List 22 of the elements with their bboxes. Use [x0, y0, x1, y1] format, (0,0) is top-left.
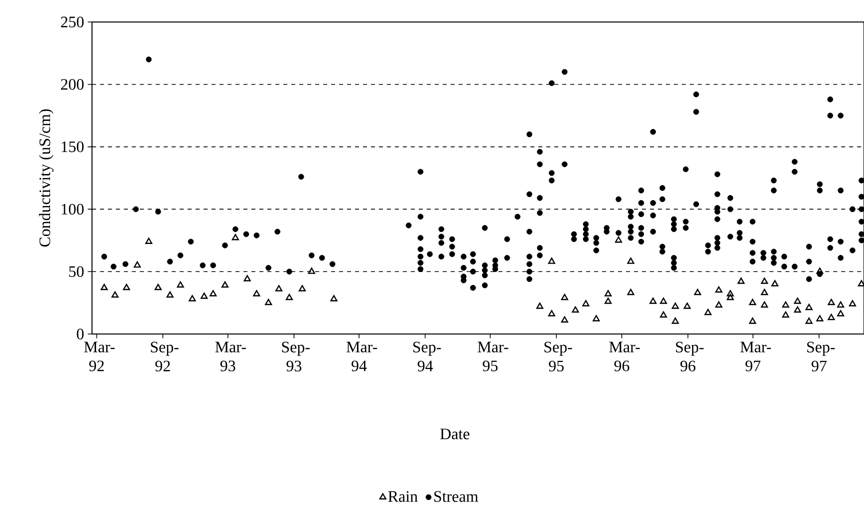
x-tick-label: Sep-95 [544, 342, 572, 372]
x-tick-label: Mar-94 [346, 342, 378, 372]
y-tick-label: 0 [76, 328, 84, 340]
y-tick-label: 200 [61, 79, 84, 90]
y-tick-label: 100 [62, 204, 84, 215]
legend-label: Stream [434, 491, 478, 502]
x-tick-label: Mar-95 [478, 342, 508, 372]
x-tick-label: Sep-96 [676, 342, 704, 372]
x-tick-label: Mar-96 [609, 342, 640, 372]
x-tick-label: Sep-97 [807, 342, 835, 372]
legend-label: Rain [388, 491, 418, 502]
y-tick-label: 150 [62, 141, 84, 152]
x-tick-label: Mar-92 [84, 342, 115, 372]
x-tick-label: Sep-94 [413, 342, 441, 372]
y-tick-label: 250 [61, 16, 84, 28]
y-axis-title: Conductivity (uS/cm) [38, 109, 54, 247]
y-tick-label: 50 [69, 266, 84, 277]
x-tick-label: Sep-93 [282, 342, 310, 372]
x-tick-label: Mar-97 [740, 342, 771, 372]
x-tick-label: Sep-92 [150, 342, 178, 372]
x-axis-title: Date [440, 428, 470, 440]
x-tick-label: Mar-93 [215, 342, 246, 372]
